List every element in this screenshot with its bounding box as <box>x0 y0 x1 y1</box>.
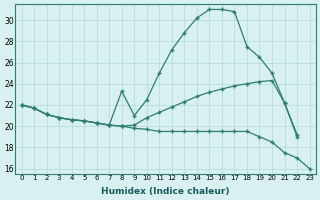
X-axis label: Humidex (Indice chaleur): Humidex (Indice chaleur) <box>101 187 230 196</box>
